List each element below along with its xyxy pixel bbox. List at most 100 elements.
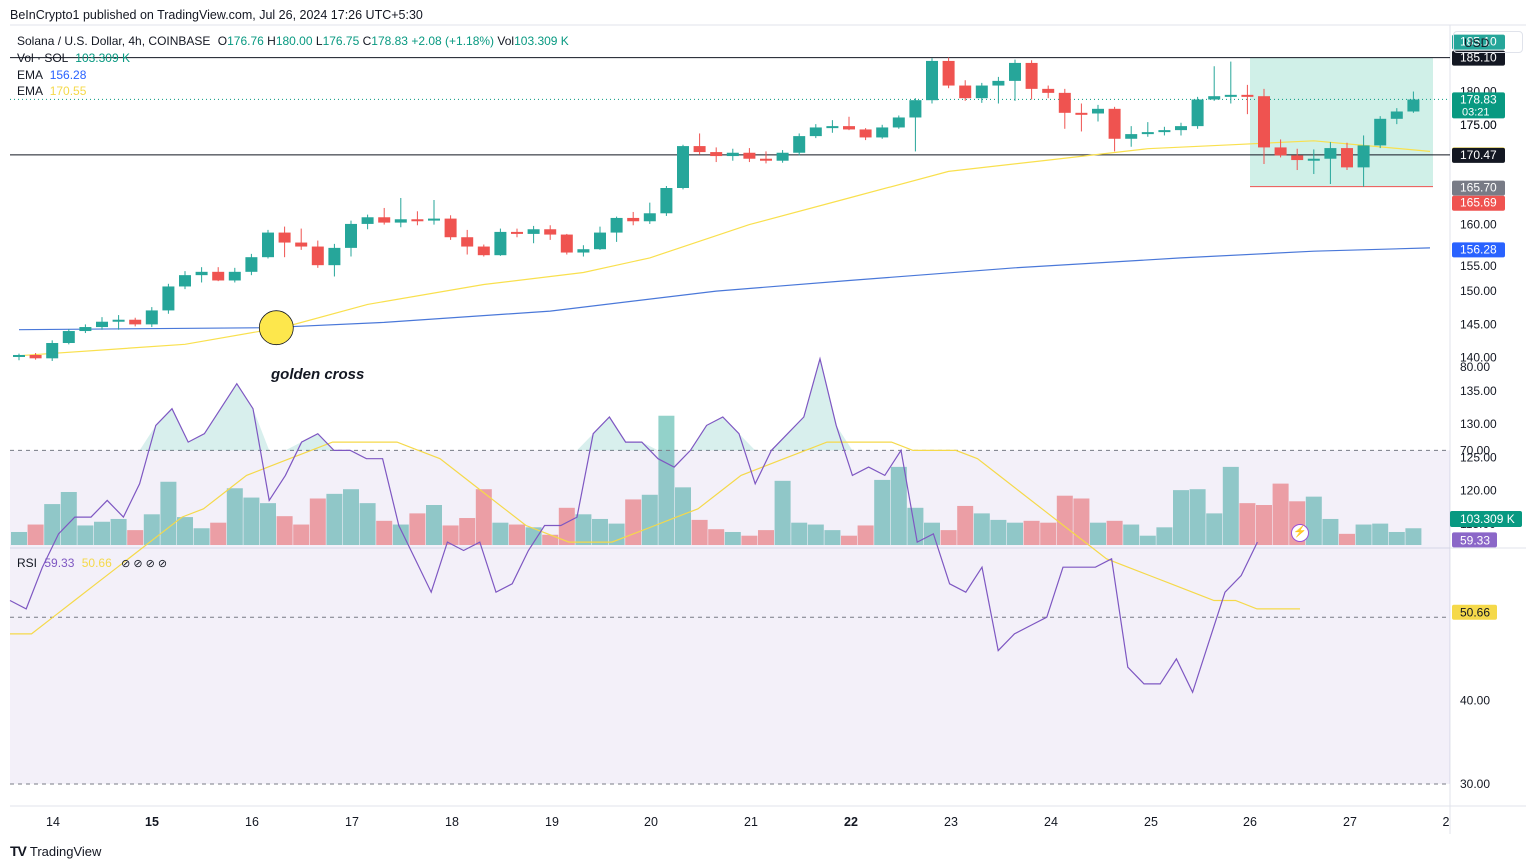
- candle-body: [29, 354, 42, 359]
- time-tick-label: 27: [1343, 815, 1357, 829]
- candle-body: [195, 271, 208, 276]
- open-label: O: [217, 34, 228, 48]
- volume-bar: [1305, 496, 1322, 545]
- volume-bar: [641, 494, 658, 545]
- candle-body: [693, 146, 706, 153]
- volume-bar: [127, 530, 144, 545]
- time-tick-label: 15: [145, 815, 159, 829]
- candle-body: [1141, 132, 1154, 135]
- candle-body: [560, 234, 573, 253]
- symbol-title[interactable]: Solana / U.S. Dollar, 4h, COINBASE: [17, 34, 211, 48]
- price-tick-label: 120.00: [1460, 484, 1497, 498]
- volume-bar: [658, 415, 675, 545]
- candle-body: [610, 217, 623, 233]
- volume-bar: [77, 525, 94, 545]
- price-tick-label: 135.00: [1460, 384, 1497, 398]
- volume-bar: [592, 518, 608, 545]
- volume-bar: [1239, 503, 1256, 545]
- price-tick-label: 175.00: [1460, 118, 1497, 132]
- volume-bar: [890, 466, 907, 545]
- volume-series: [11, 415, 1422, 545]
- candle-body: [876, 127, 889, 138]
- tradingview-footer[interactable]: TV TradingView: [10, 843, 101, 859]
- rsi-value: 59.33: [44, 556, 75, 570]
- candle-body: [1407, 99, 1420, 112]
- rsi-legend[interactable]: RSI 59.33 50.66 ⊘ ⊘ ⊘ ⊘: [17, 556, 167, 570]
- candle-body: [494, 231, 507, 256]
- candle-body: [677, 146, 689, 188]
- currency-selector[interactable]: USD: [1453, 31, 1523, 53]
- ema-fast-label: EMA: [17, 84, 43, 98]
- volume-bar: [459, 518, 476, 545]
- price-tick-label: 130.00: [1460, 417, 1497, 431]
- candle-body: [311, 246, 324, 266]
- rsi-overbought-fill: [139, 383, 270, 451]
- volume-bar: [824, 530, 841, 545]
- rsi-tick-label: 70.00: [1460, 443, 1490, 457]
- volume-bar: [1388, 531, 1405, 545]
- candle-body: [809, 127, 822, 137]
- rsi-tick-label: 40.00: [1460, 694, 1490, 708]
- time-tick-label: 20: [644, 815, 658, 829]
- candle-body: [345, 223, 357, 248]
- ema-slow-line: [18, 247, 1431, 331]
- price-label: 175.00: [1460, 118, 1497, 132]
- candle-body: [726, 152, 739, 157]
- ema-fast-legend[interactable]: EMA 170.55: [17, 84, 86, 98]
- ema-fast-line: [18, 140, 1431, 357]
- change-value: +2.08 (+1.18%): [411, 34, 495, 48]
- volume-bar: [210, 522, 227, 545]
- candle-body: [328, 247, 341, 266]
- volume-bar: [758, 530, 774, 545]
- vol-value: 103.309 K: [514, 34, 569, 48]
- volume-bar: [691, 519, 708, 545]
- candle-body: [1108, 108, 1121, 139]
- volume-bar: [924, 522, 940, 545]
- candle-body: [776, 152, 789, 161]
- candle-body: [1291, 155, 1304, 161]
- volume-bar: [509, 524, 525, 545]
- candle-body: [627, 217, 640, 222]
- candle-body: [1175, 126, 1187, 131]
- candle-body: [112, 319, 125, 322]
- candle-body: [1025, 62, 1038, 89]
- candle-body: [1390, 111, 1403, 119]
- candle-body: [228, 271, 241, 281]
- price-label-bg: [1452, 50, 1505, 66]
- candle-body: [527, 229, 540, 234]
- price-tick-label: 150.00: [1460, 284, 1497, 298]
- candle-body: [1241, 94, 1254, 97]
- candle-body: [46, 343, 59, 359]
- golden-cross-marker: [258, 310, 294, 346]
- candle-body: [295, 242, 308, 247]
- price-label: 155.00: [1460, 259, 1497, 273]
- rsi-visibility-icons[interactable]: ⊘ ⊘ ⊘ ⊘: [121, 558, 168, 570]
- volume-bar: [11, 531, 27, 545]
- volume-bar: [874, 479, 891, 545]
- candle-body: [245, 257, 258, 272]
- volume-legend[interactable]: Vol · SOL 103.309 K: [17, 51, 130, 65]
- volume-bar: [1272, 483, 1289, 545]
- ema-slow-label: EMA: [17, 68, 43, 82]
- ohlc-legend: Solana / U.S. Dollar, 4h, COINBASE O176.…: [17, 34, 569, 48]
- time-tick-label: 23: [944, 815, 958, 829]
- volume-bar: [193, 528, 210, 545]
- flash-icon[interactable]: ⚡: [1291, 524, 1309, 542]
- volume-bar: [343, 489, 359, 545]
- vol-series-label: Vol · SOL: [17, 51, 68, 65]
- candle-series: [13, 57, 1420, 361]
- rsi-ma-line: [10, 441, 1300, 635]
- ema-slow-legend[interactable]: EMA 156.28: [17, 68, 86, 82]
- volume-bar: [1322, 518, 1339, 545]
- volume-bar: [1173, 490, 1189, 545]
- candle-body: [577, 249, 590, 253]
- candle-body: [1274, 147, 1287, 156]
- volume-bar: [741, 535, 758, 545]
- candle-body: [544, 229, 557, 235]
- volume-bar: [957, 505, 974, 545]
- volume-bar: [44, 504, 61, 545]
- time-tick-label: 25: [1144, 815, 1158, 829]
- volume-bar: [1056, 495, 1073, 545]
- volume-bar: [426, 505, 442, 545]
